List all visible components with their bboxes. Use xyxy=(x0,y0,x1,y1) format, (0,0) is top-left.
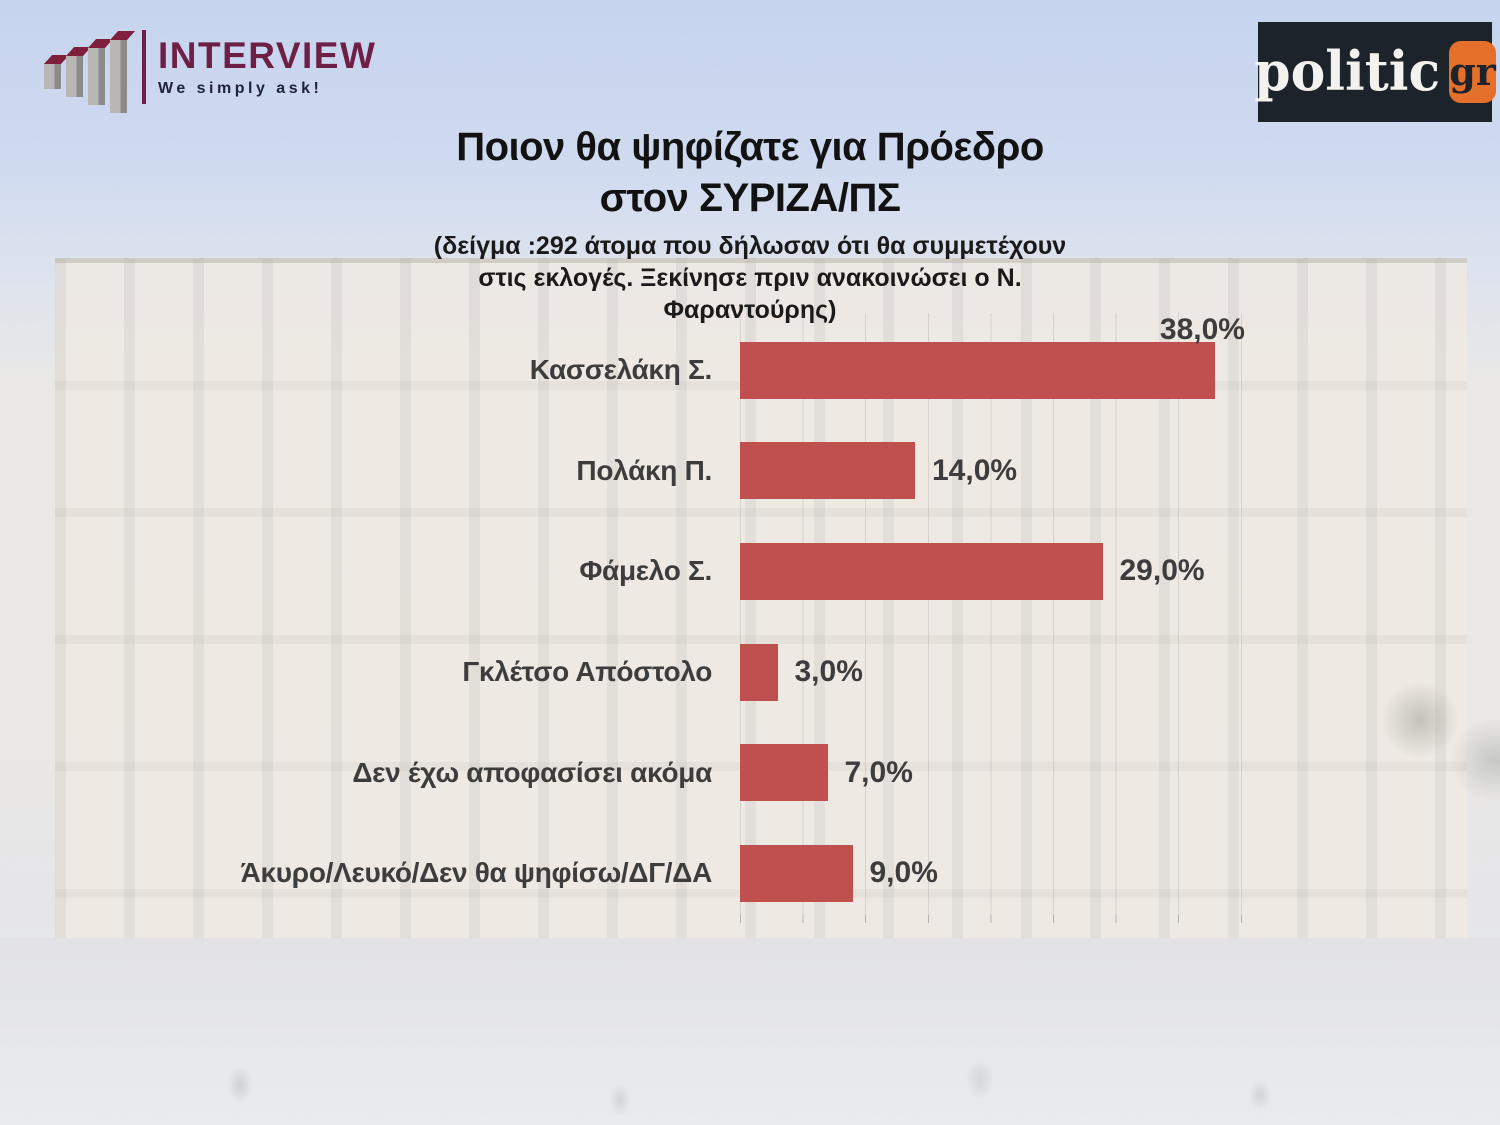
bar xyxy=(740,844,853,902)
chart-title-block: Ποιον θα ψηφίζατε για Πρόεδρο στον ΣΥΡΙΖ… xyxy=(375,122,1125,326)
value-label: 29,0% xyxy=(1119,554,1205,588)
category-label: Φάμελο Σ. xyxy=(579,555,712,587)
bar-chart: Κασσελάκη Σ. 38,0% Πολάκη Π. 14,0% Φάμελ… xyxy=(0,313,1500,924)
gr-badge: gr xyxy=(1449,41,1496,103)
value-label: 14,0% xyxy=(932,453,1018,487)
logo-divider xyxy=(142,30,146,104)
value-label: 7,0% xyxy=(844,755,913,789)
bar xyxy=(740,341,1215,399)
bar-zone: 38,0% xyxy=(740,313,1500,399)
interview-logo: INTERVIEW We simply ask! xyxy=(40,24,400,113)
background-plaza xyxy=(0,938,1500,1125)
politic-logo: politic gr xyxy=(1254,22,1496,122)
value-label: 3,0% xyxy=(794,655,863,689)
chart-title-line2: στον ΣΥΡΙΖΑ/ΠΣ xyxy=(599,176,901,220)
interview-logo-name: INTERVIEW xyxy=(158,35,377,76)
chart-axis-ticks xyxy=(740,915,1242,923)
gr-badge-label: gr xyxy=(1449,49,1496,94)
category-label: Κασσελάκη Σ. xyxy=(529,354,713,386)
chart-row: Κασσελάκη Σ. 38,0% xyxy=(0,313,1500,421)
bar xyxy=(740,442,915,500)
category-label: Άκυρο/Λευκό/Δεν θα ψηφίσω/ΔΓ/ΔΑ xyxy=(240,857,713,889)
bar xyxy=(740,542,1103,600)
bar-chart-icon-segment xyxy=(44,63,61,89)
interview-logo-tagline: We simply ask! xyxy=(158,80,323,97)
value-label: 9,0% xyxy=(869,856,938,890)
bar xyxy=(740,643,778,701)
bar-zone: 9,0% xyxy=(740,844,1500,902)
chart-row: Φάμελο Σ. 29,0% xyxy=(0,521,1500,622)
bar-zone: 14,0% xyxy=(740,442,1500,500)
chart-row: Πολάκη Π. 14,0% xyxy=(0,421,1500,522)
background-crowd xyxy=(0,1045,1500,1125)
bar xyxy=(740,744,828,802)
category-label: Γκλέτσο Απόστολο xyxy=(462,656,712,688)
value-label: 38,0% xyxy=(1159,312,1245,346)
chart-gridlines xyxy=(740,313,1242,915)
category-label: Πολάκη Π. xyxy=(576,454,712,486)
bar-zone: 29,0% xyxy=(740,542,1500,600)
chart-row: Άκυρο/Λευκό/Δεν θα ψηφίσω/ΔΓ/ΔΑ 9,0% xyxy=(0,823,1500,924)
chart-row: Δεν έχω αποφασίσει ακόμα 7,0% xyxy=(0,722,1500,823)
bar-zone: 3,0% xyxy=(740,643,1500,701)
bar-zone: 7,0% xyxy=(740,744,1500,802)
interview-logo-text: INTERVIEW We simply ask! xyxy=(158,36,376,98)
politic-logo-name: politic xyxy=(1254,39,1441,104)
interview-bars-icon xyxy=(40,25,136,113)
chart-title-line1: Ποιον θα ψηφίζατε για Πρόεδρο xyxy=(456,125,1044,169)
bar-chart-icon-segment xyxy=(110,39,127,113)
chart-row: Γκλέτσο Απόστολο 3,0% xyxy=(0,622,1500,723)
category-label: Δεν έχω αποφασίσει ακόμα xyxy=(352,756,712,788)
background-shrub xyxy=(1365,665,1475,775)
bar-chart-icon-segment xyxy=(66,55,83,97)
bar-chart-icon-segment xyxy=(88,47,105,105)
chart-subtitle: (δείγμα :292 άτομα που δήλωσαν ότι θα συ… xyxy=(433,232,1067,324)
